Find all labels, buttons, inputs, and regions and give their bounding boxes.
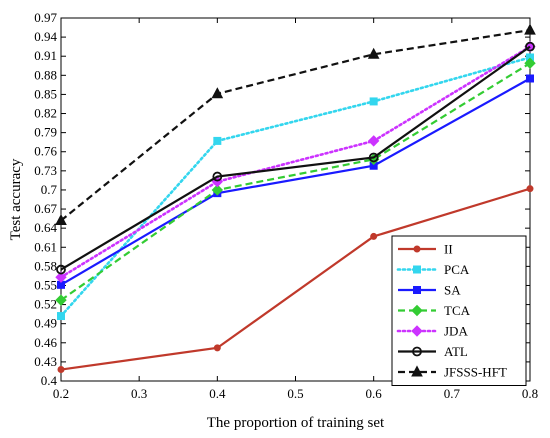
data-point <box>55 271 67 283</box>
y-tick-label: 0.61 <box>34 239 57 254</box>
data-point <box>526 74 534 83</box>
y-tick-label: 0.91 <box>34 48 57 63</box>
y-tick-label: 0.7 <box>41 182 58 197</box>
series-jda <box>55 40 536 283</box>
y-tick-label: 0.94 <box>34 29 57 44</box>
legend-label: SA <box>444 283 461 298</box>
data-point <box>369 97 378 106</box>
x-axis-ticks: 0.2 0.3 0.4 0.5 0.6 0.7 0.8 <box>53 18 538 401</box>
y-tick-label: 0.76 <box>34 144 57 159</box>
y-tick-label: 0.4 <box>41 373 58 388</box>
legend-marker <box>411 304 423 317</box>
data-point <box>57 312 65 321</box>
legend-item: ATL <box>398 344 468 359</box>
legend-label: PCA <box>444 262 470 277</box>
data-point <box>211 184 224 196</box>
y-tick-label: 0.97 <box>34 10 57 25</box>
legend-marker <box>413 286 421 294</box>
data-point <box>526 185 534 193</box>
legend-marker <box>413 245 421 253</box>
legend-label: ATL <box>444 344 468 359</box>
legend-item: SA <box>398 283 461 298</box>
series-ii <box>57 185 534 374</box>
legend-item: PCA <box>396 262 470 277</box>
series-line <box>60 45 531 271</box>
data-point <box>524 23 536 35</box>
legend: II PCA SA TCA JDA ATL JFSSS-HFT <box>391 235 527 386</box>
y-tick-label: 0.79 <box>34 125 57 140</box>
x-tick-label: 0.8 <box>522 386 538 401</box>
y-tick-label: 0.88 <box>34 67 57 82</box>
series-atl <box>56 41 535 275</box>
y-tick-label: 0.58 <box>34 258 57 273</box>
series-line <box>59 45 532 279</box>
y-axis-label: Test accuracy <box>8 158 24 240</box>
y-tick-label: 0.55 <box>34 277 57 292</box>
y-tick-label: 0.46 <box>34 335 57 350</box>
data-point <box>367 135 380 147</box>
data-point <box>368 152 379 163</box>
series-line <box>60 187 531 371</box>
x-tick-label: 0.6 <box>366 386 383 401</box>
legend-label: TCA <box>444 303 471 318</box>
y-tick-label: 0.85 <box>34 86 57 101</box>
data-point <box>370 232 378 240</box>
legend-item: II <box>398 242 453 257</box>
data-point <box>211 87 224 99</box>
series-line <box>60 77 531 286</box>
y-axis-ticks: 0.4 0.43 0.46 0.49 0.52 0.55 0.58 0.61 0.64 0.67 0… <box>34 10 530 388</box>
x-tick-label: 0.3 <box>131 386 147 401</box>
x-tick-label: 0.5 <box>287 386 303 401</box>
y-tick-label: 0.49 <box>34 316 57 331</box>
legend-label: JDA <box>444 324 468 339</box>
series-layer <box>55 23 536 374</box>
y-tick-label: 0.82 <box>34 106 57 121</box>
y-tick-label: 0.52 <box>34 297 57 312</box>
data-point <box>213 344 221 352</box>
x-axis-label: The proportion of training set <box>207 415 385 431</box>
data-point <box>525 41 535 52</box>
data-point <box>213 136 222 145</box>
y-tick-label: 0.73 <box>34 163 57 178</box>
legend-label: II <box>444 242 453 257</box>
data-point <box>212 171 223 182</box>
x-tick-label: 0.2 <box>53 386 69 401</box>
legend-label: JFSSS-HFT <box>444 365 507 380</box>
legend-marker <box>413 265 421 274</box>
legend-box <box>391 235 527 386</box>
data-point <box>524 57 536 69</box>
y-tick-label: 0.67 <box>34 201 57 216</box>
data-point <box>55 213 67 226</box>
legend-marker <box>411 325 423 337</box>
legend-item: TCA <box>398 303 471 318</box>
y-tick-label: 0.43 <box>34 354 57 369</box>
x-tick-label: 0.7 <box>444 386 461 401</box>
y-tick-label: 0.64 <box>34 220 57 235</box>
legend-item: JDA <box>396 324 468 339</box>
data-point <box>367 47 380 59</box>
legend-item: JFSSS-HFT <box>398 365 507 380</box>
series-line <box>60 29 531 222</box>
legend-marker <box>412 346 422 357</box>
data-point <box>56 264 66 275</box>
series-tca <box>55 57 536 306</box>
data-point <box>55 294 67 306</box>
legend-marker <box>411 365 423 377</box>
series-jfsss-hft <box>55 23 536 226</box>
series-line <box>60 62 531 302</box>
x-tick-label: 0.4 <box>209 386 226 401</box>
data-point <box>57 366 65 374</box>
